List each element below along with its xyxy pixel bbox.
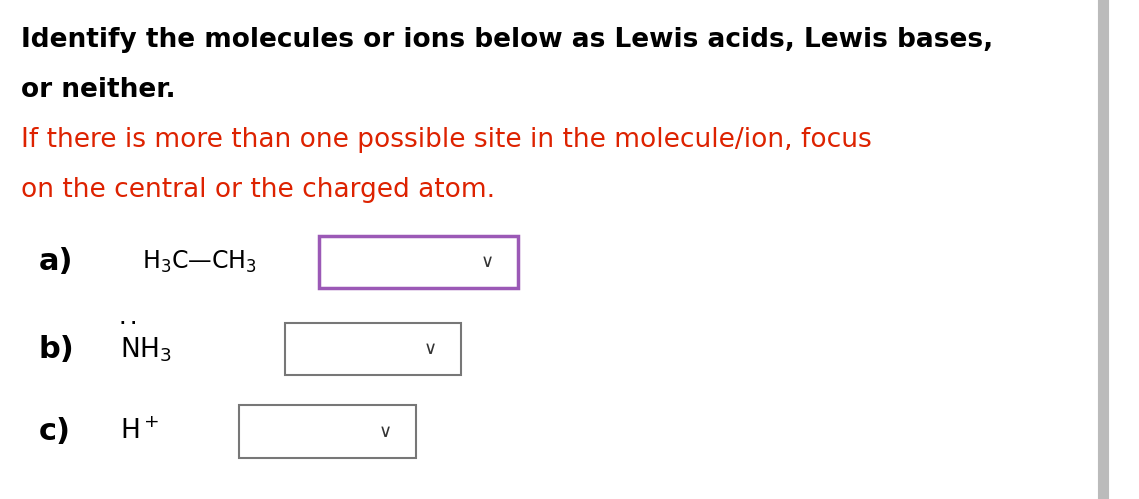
Text: c): c) (39, 417, 71, 446)
FancyBboxPatch shape (239, 405, 416, 458)
Text: · ·: · · (120, 316, 136, 331)
Text: ∨: ∨ (378, 423, 392, 441)
Text: b): b) (39, 335, 74, 364)
FancyBboxPatch shape (285, 323, 461, 376)
Text: $\mathregular{H_3C}$—$\mathregular{CH_3}$: $\mathregular{H_3C}$—$\mathregular{CH_3}… (142, 249, 257, 275)
Text: ∨: ∨ (424, 340, 437, 358)
Text: or neither.: or neither. (21, 77, 175, 103)
Text: ∨: ∨ (481, 253, 494, 271)
Text: If there is more than one possible site in the molecule/ion, focus: If there is more than one possible site … (21, 127, 871, 153)
Text: $\mathregular{NH_3}$: $\mathregular{NH_3}$ (120, 335, 172, 364)
FancyBboxPatch shape (319, 236, 518, 288)
Text: $\mathregular{H^+}$: $\mathregular{H^+}$ (120, 419, 159, 445)
Text: a): a) (39, 248, 73, 276)
Text: Identify the molecules or ions below as Lewis acids, Lewis bases,: Identify the molecules or ions below as … (21, 27, 993, 53)
Text: on the central or the charged atom.: on the central or the charged atom. (21, 177, 494, 203)
